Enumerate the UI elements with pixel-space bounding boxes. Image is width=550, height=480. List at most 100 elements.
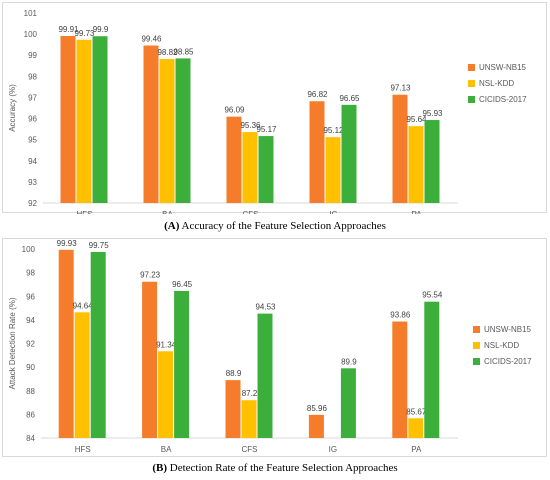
bar	[341, 104, 357, 203]
accuracy-chart-panel: Accuracy (%) 92 93 94 95 96 97 98 99 100 101 HFS 99.…	[2, 2, 547, 214]
data-label: 93.86	[390, 311, 411, 320]
bar	[309, 101, 325, 203]
bar	[142, 281, 158, 438]
bar	[340, 368, 356, 438]
x-tick-label: BA	[162, 210, 173, 214]
data-label: 95.36	[240, 121, 261, 130]
bar	[308, 414, 324, 438]
bar	[58, 249, 74, 438]
y-tick-label: 97	[28, 93, 37, 102]
data-label: 98.85	[173, 47, 194, 56]
bar	[225, 380, 241, 438]
bar	[175, 58, 191, 204]
data-label: 99.9	[93, 25, 109, 34]
data-label: 95.12	[323, 126, 344, 135]
x-tick-label: CFS	[242, 445, 258, 454]
bar	[226, 116, 242, 203]
data-label: 85.96	[307, 404, 328, 413]
bar	[424, 120, 440, 203]
caption-a-label: (A)	[164, 220, 180, 232]
legend-entry: NSL-KDD	[479, 79, 514, 88]
y-tick-label: 86	[26, 410, 35, 419]
legend-entry: CICIDS-2017	[479, 95, 527, 104]
bar	[424, 301, 440, 438]
y-tick-label: 99	[28, 51, 37, 60]
data-label: 91.34	[156, 340, 177, 349]
bar	[174, 290, 190, 438]
bar	[241, 400, 257, 438]
data-label: 95.17	[256, 125, 277, 134]
y-tick-label: 96	[26, 292, 35, 301]
legend-swatch	[468, 64, 475, 71]
y-tick-label: 93	[28, 178, 37, 187]
x-tick-label: HFS	[75, 445, 91, 454]
y-tick-label: 98	[28, 72, 37, 81]
caption-a-text: Accuracy of the Feature Selection Approa…	[181, 220, 386, 232]
legend-swatch	[473, 358, 480, 365]
x-tick-label: PA	[411, 445, 422, 454]
data-label: 95.54	[422, 291, 443, 300]
y-axis-label: Attack Detection Rate (%)	[8, 297, 17, 389]
data-label: 87.2	[242, 389, 258, 398]
legend-entry: CICIDS-2017	[484, 357, 532, 366]
y-tick-label: 84	[26, 434, 35, 443]
legend-swatch	[468, 96, 475, 103]
bar	[159, 59, 175, 204]
data-label: 97.23	[140, 271, 161, 280]
bar	[158, 351, 174, 438]
bar	[257, 313, 273, 438]
data-label: 94.53	[255, 303, 276, 312]
y-tick-label: 100	[22, 245, 36, 254]
y-tick-label: 94	[26, 316, 35, 325]
data-label: 94.64	[73, 301, 94, 310]
bar	[74, 312, 90, 438]
data-label: 96.82	[307, 90, 328, 99]
bar	[392, 321, 408, 438]
x-tick-label: HFS	[77, 210, 93, 214]
data-label: 95.93	[422, 109, 443, 118]
data-label: 99.91	[58, 25, 79, 34]
y-tick-label: 92	[26, 340, 35, 349]
bar	[325, 137, 341, 203]
y-tick-label: 90	[26, 363, 35, 372]
bar	[392, 94, 408, 203]
y-tick-label: 96	[28, 115, 37, 124]
caption-b-text: Detection Rate of the Feature Selection …	[169, 462, 398, 474]
data-label: 89.9	[341, 357, 357, 366]
bar	[92, 36, 108, 203]
y-tick-label: 88	[26, 387, 35, 396]
bar	[143, 45, 159, 204]
bar	[242, 132, 258, 203]
data-label: 99.46	[141, 35, 162, 44]
y-tick-label: 98	[26, 269, 35, 278]
x-tick-label: IG	[329, 445, 337, 454]
legend-entry: UNSW-NB15	[479, 63, 527, 72]
data-label: 85.67	[406, 407, 427, 416]
y-tick-label: 101	[24, 9, 38, 18]
detection-rate-chart-panel: Attack Detection Rate (%) 84 86 88 90 92 94 96 9…	[2, 238, 547, 457]
data-label: 96.09	[224, 106, 245, 115]
data-label: 97.13	[390, 84, 411, 93]
detection-rate-chart: Attack Detection Rate (%) 84 86 88 90 92 94 96 9…	[8, 239, 532, 454]
data-label: 99.73	[74, 29, 95, 38]
accuracy-chart: Accuracy (%) 92 93 94 95 96 97 98 99 100 101 HFS 99.…	[8, 9, 527, 214]
x-tick-label: PA	[411, 210, 422, 214]
x-tick-label: IG	[329, 210, 337, 214]
data-label: 95.64	[406, 115, 427, 124]
y-tick-label: 100	[24, 30, 38, 39]
data-label: 98.82	[157, 48, 178, 57]
bar	[408, 418, 424, 438]
caption-a: (A) Accuracy of the Feature Selection Ap…	[0, 220, 550, 232]
x-tick-label: CFS	[243, 210, 259, 214]
legend-swatch	[473, 342, 480, 349]
y-tick-label: 95	[28, 136, 37, 145]
data-label: 96.65	[339, 94, 360, 103]
bar	[60, 36, 76, 204]
caption-b-label: (B)	[152, 462, 168, 474]
data-label: 99.75	[89, 241, 110, 250]
legend-swatch	[468, 80, 475, 87]
y-axis-label: Accuracy (%)	[8, 84, 17, 132]
x-tick-label: BA	[161, 445, 172, 454]
legend-entry: NSL-KDD	[484, 341, 519, 350]
bar	[76, 39, 92, 203]
